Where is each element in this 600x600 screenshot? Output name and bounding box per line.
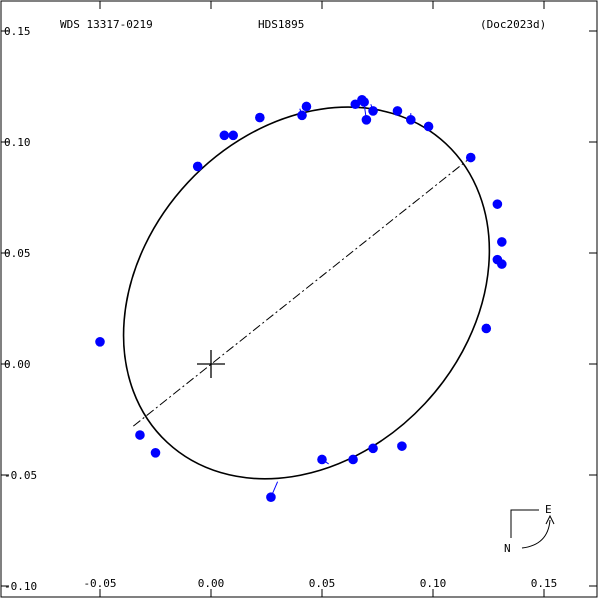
y-tick-label: 0.05	[4, 247, 31, 260]
observation-point	[266, 492, 276, 503]
compass-axes	[510, 509, 539, 538]
compass-north-label: N	[504, 542, 511, 555]
header-reference: (Doc2023d)	[480, 18, 546, 31]
observation-point	[368, 106, 378, 116]
observation-point	[135, 430, 145, 440]
observation-point	[95, 337, 105, 347]
x-tick-label: 0.10	[420, 577, 447, 590]
compass-arrow	[521, 519, 551, 549]
compass-east-label: E	[545, 503, 552, 516]
line-of-nodes	[132, 157, 472, 427]
observation-point	[406, 115, 416, 125]
observation-point	[150, 448, 161, 458]
axis-tick-labels: -0.05 0.00 0.05 0.10 0.15 0.15 0.10 0.05 0.00 -0.…	[4, 25, 557, 593]
observation-point	[348, 454, 358, 465]
x-tick-label: 0.05	[309, 577, 336, 590]
observation-point	[497, 237, 507, 247]
compass-arrowhead	[545, 514, 555, 525]
y-tick-label: 0.00	[4, 358, 31, 371]
observation-point	[361, 115, 372, 125]
observation-point	[492, 199, 503, 209]
y-tick-label: -0.10	[4, 580, 37, 593]
orbit-layer	[122, 106, 491, 480]
x-tick-label: 0.00	[198, 577, 225, 590]
orbit-ellipse	[122, 106, 491, 480]
observation-point	[192, 161, 203, 172]
x-tick-label: -0.05	[83, 577, 116, 590]
observation-point	[219, 130, 230, 141]
x-tick-label: 0.15	[531, 577, 558, 590]
observation-point	[481, 323, 492, 334]
observation-point	[465, 152, 476, 163]
primary-star-marker	[197, 350, 225, 378]
observation-point	[497, 259, 507, 269]
y-tick-label: 0.15	[4, 25, 31, 38]
observation-point	[228, 130, 238, 141]
observation-point	[359, 97, 369, 107]
observation-point	[368, 443, 378, 454]
compass: E N	[504, 503, 555, 555]
observation-point	[301, 101, 312, 112]
y-tick-label: -0.05	[4, 469, 37, 482]
header-pair-name: HDS1895	[258, 18, 304, 31]
observation-point	[397, 441, 407, 451]
observation-points	[95, 95, 507, 503]
observation-point	[423, 121, 434, 132]
observation-point	[392, 106, 403, 116]
observation-point	[255, 112, 265, 123]
y-tick-label: 0.10	[4, 136, 31, 149]
header-system-id: WDS 13317-0219	[60, 18, 153, 31]
observation-point	[317, 454, 327, 465]
observation-point	[297, 110, 307, 121]
